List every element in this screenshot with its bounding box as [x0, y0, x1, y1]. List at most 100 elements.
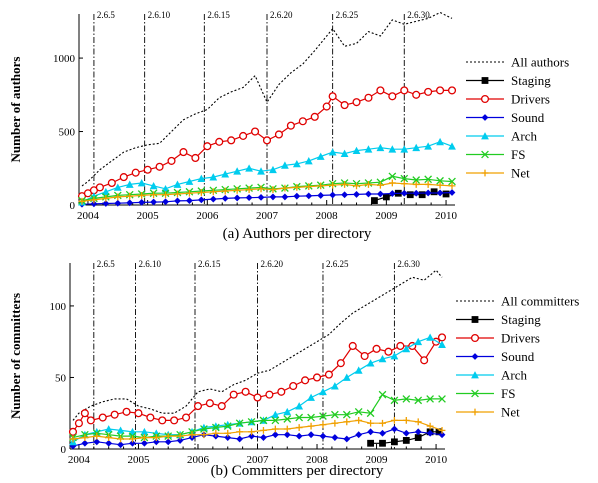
data-point-drivers — [298, 117, 307, 126]
data-point-fs — [366, 409, 375, 418]
data-point-drivers — [420, 356, 429, 365]
data-point-arch — [295, 402, 304, 410]
series-sound — [78, 189, 456, 208]
legend-label: Sound — [501, 349, 535, 364]
data-point-staging — [382, 193, 390, 201]
data-point-drivers — [412, 90, 421, 99]
data-point-arch — [125, 180, 134, 188]
data-point-fs — [211, 423, 220, 432]
data-point-drivers — [155, 162, 164, 171]
data-point-fs — [378, 390, 387, 399]
data-point-arch — [113, 183, 122, 191]
data-point-net — [269, 186, 277, 193]
data-point-net — [448, 182, 456, 190]
data-point-net — [329, 181, 337, 189]
data-point-drivers — [215, 137, 224, 146]
data-point-net — [400, 180, 408, 188]
data-point-arch — [426, 333, 435, 341]
data-point-arch — [185, 177, 194, 185]
x-tick-label: 2004 — [68, 454, 91, 466]
data-point-sound — [248, 432, 255, 440]
series-drivers — [68, 333, 447, 436]
data-point-drivers — [437, 333, 447, 342]
series-net — [78, 179, 456, 205]
data-point-drivers — [167, 156, 176, 165]
data-point-drivers — [447, 86, 457, 95]
x-tick-label: 2007 — [247, 454, 270, 466]
data-point-sound — [343, 435, 351, 443]
data-point-sound — [436, 189, 444, 197]
legend-label: FS — [511, 147, 525, 162]
x-tick-label: 2009 — [375, 210, 398, 222]
series-staging — [371, 188, 450, 204]
data-point-arch — [354, 366, 363, 374]
data-point-arch — [283, 407, 292, 416]
data-point-drivers — [277, 387, 286, 396]
data-point-arch — [304, 157, 313, 165]
data-point-net — [126, 192, 134, 200]
data-point-drivers — [95, 183, 104, 192]
data-point-sound — [412, 189, 420, 197]
data-point-arch — [400, 145, 409, 153]
data-point-fs — [354, 407, 363, 416]
data-point-arch — [376, 143, 385, 152]
data-point-drivers — [388, 92, 397, 101]
data-point-arch — [424, 142, 433, 150]
data-point-net — [260, 427, 267, 434]
authors-chart: 0 500 1000 2004 2005 2006 2007 2008 2009 2010 Numb… — [8, 10, 569, 242]
legend-label: Staging — [501, 312, 541, 327]
data-point-drivers — [372, 344, 381, 353]
data-point-net — [197, 189, 205, 196]
y-tick-label: 500 — [59, 127, 76, 139]
data-point-sound — [117, 441, 124, 449]
data-point-arch — [101, 187, 110, 196]
data-point-drivers — [274, 130, 283, 139]
data-point-fs — [235, 419, 244, 428]
data-point-drivers — [217, 402, 226, 411]
data-point-drivers — [340, 101, 349, 110]
data-point-arch — [438, 340, 446, 348]
legend-marker-fs — [481, 150, 489, 159]
data-point-drivers — [424, 87, 433, 96]
data-point-net — [93, 432, 101, 440]
data-point-drivers — [134, 409, 143, 418]
data-point-net — [102, 194, 110, 202]
data-point-drivers — [324, 370, 333, 379]
data-point-fs — [271, 416, 280, 425]
data-point-sound — [81, 439, 89, 447]
data-point-sound — [414, 428, 422, 436]
data-point-drivers — [205, 399, 214, 408]
data-point-arch — [352, 146, 361, 155]
data-point-drivers — [86, 416, 95, 425]
x-tick-label: 2006 — [187, 454, 210, 466]
data-point-staging — [379, 439, 386, 447]
data-point-sound — [448, 189, 456, 196]
data-point-net — [331, 419, 339, 427]
data-point-net — [188, 431, 196, 439]
legend-marker-net — [481, 169, 489, 177]
data-point-drivers — [182, 413, 191, 422]
data-point-arch — [340, 149, 349, 157]
legend: All committers Staging Drivers Sound Arch FS N… — [456, 294, 579, 420]
version-label: 2.6.10 — [138, 259, 161, 269]
data-point-sound — [317, 192, 325, 199]
data-point-arch — [364, 145, 373, 153]
data-point-net — [90, 196, 98, 204]
data-point-sound — [281, 193, 289, 201]
data-point-sound — [402, 429, 410, 437]
data-point-drivers — [98, 413, 107, 422]
legend-marker-drivers — [470, 333, 480, 343]
data-point-net — [212, 429, 220, 437]
data-point-sound — [90, 200, 98, 208]
data-point-sound — [209, 195, 217, 203]
data-point-fs — [342, 410, 351, 419]
data-point-net — [245, 186, 253, 193]
data-point-sound — [221, 194, 229, 202]
data-point-sound — [293, 192, 301, 200]
data-point-drivers — [143, 165, 152, 174]
data-point-sound — [141, 439, 148, 447]
data-point-fs — [448, 177, 456, 186]
data-point-fs — [438, 395, 446, 403]
series-line-fs — [81, 175, 453, 202]
version-label: 2.6.15 — [198, 259, 221, 269]
